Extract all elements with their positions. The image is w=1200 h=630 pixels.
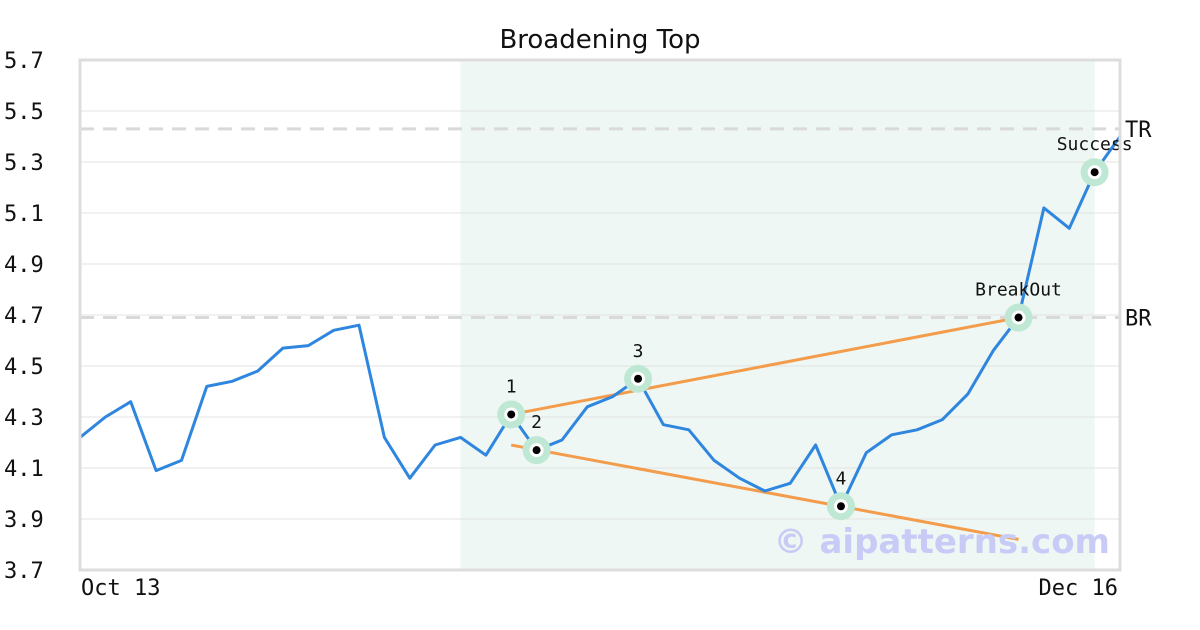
- chart-title: Broadening Top: [499, 25, 700, 55]
- y-tick-label: 5.5: [4, 100, 44, 125]
- marker-dot: [507, 410, 516, 419]
- annotation-label: Success: [1057, 134, 1133, 155]
- marker-dot: [1014, 313, 1023, 322]
- y-tick-label: 5.1: [4, 202, 44, 227]
- y-tick-label: 3.9: [4, 508, 44, 533]
- plot-frame: [78, 58, 1122, 572]
- level-label: BR: [1125, 307, 1152, 332]
- annotation-label: 3: [633, 341, 644, 362]
- level-lines: TR BR: [80, 118, 1152, 332]
- x-tick-label: Oct 13: [81, 576, 160, 601]
- axes: 3.7 3.9 4.1 4.3 4.5 4.7 4.9 5.1 5.3 5.5 5.7 Oct 13 D…: [4, 49, 1122, 601]
- trend-line: [510, 316, 1019, 416]
- watermark: © aipatterns.com: [774, 522, 1110, 562]
- annotation-label: BreakOut: [975, 280, 1062, 301]
- y-tick-label: 4.7: [4, 304, 44, 329]
- y-tick-label: 4.9: [4, 253, 44, 278]
- annotation-label: 1: [506, 376, 517, 397]
- marker-dot: [634, 374, 643, 383]
- marker-dot: [836, 502, 845, 511]
- y-tick-label: 4.5: [4, 355, 44, 380]
- y-tick-label: 4.1: [4, 457, 44, 482]
- marker-dot: [532, 446, 541, 455]
- price-series: [79, 135, 1122, 508]
- price-line: [79, 135, 1122, 508]
- pattern-markers: 12 3 4 BreakOut Success: [497, 134, 1133, 521]
- y-tick-label: 5.3: [4, 151, 44, 176]
- y-tick-label: 3.7: [4, 559, 44, 584]
- level-label: TR: [1125, 118, 1152, 143]
- y-tick-label: 5.7: [4, 49, 44, 74]
- marker-dot: [1090, 168, 1099, 177]
- annotation-label: 4: [836, 468, 847, 489]
- x-tick-label: Dec 16: [1039, 576, 1118, 601]
- annotation-label: 2: [531, 412, 542, 433]
- y-tick-label: 4.3: [4, 406, 44, 431]
